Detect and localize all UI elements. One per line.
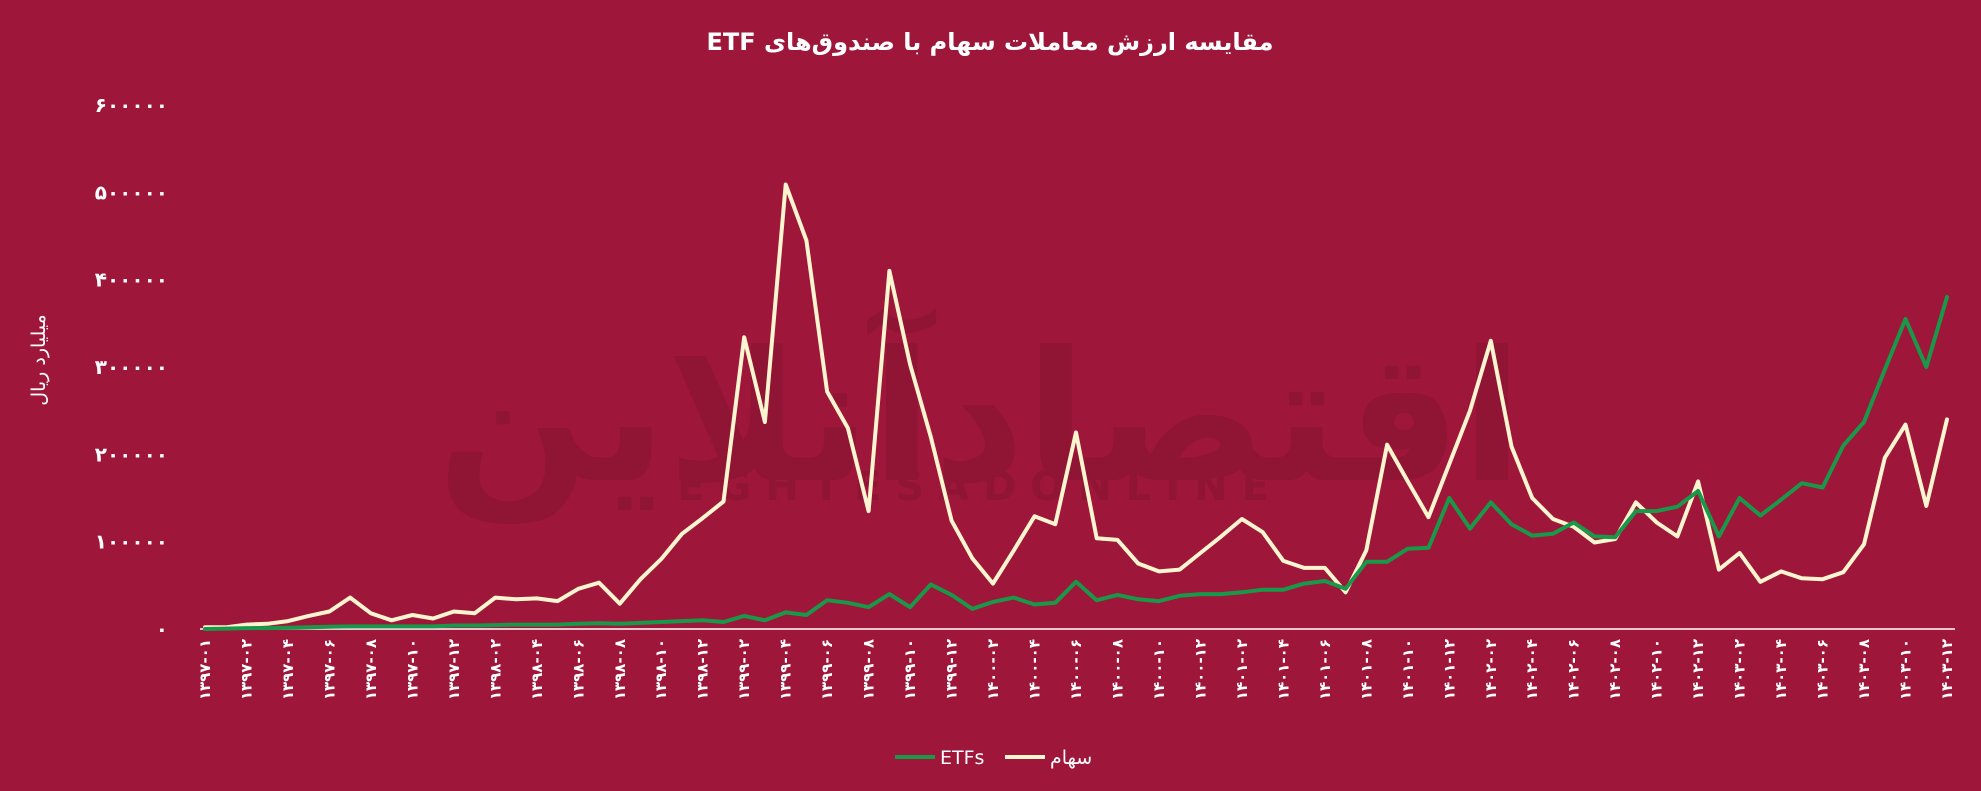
y-tick-label: ۱۰۰۰۰۰ <box>95 530 168 554</box>
y-tick-label: ۴۰۰۰۰۰ <box>95 268 168 292</box>
x-tick-label: ۱۳۹۹-۱۰ <box>901 639 919 700</box>
y-axis-label: میلیارد ریال <box>28 314 50 405</box>
x-tick-label: ۱۴۰۰-۰۲ <box>984 639 1002 700</box>
x-tick-label: ۱۴۰۳-۱۰ <box>1897 639 1915 700</box>
x-tick-label: ۱۴۰۰-۰۸ <box>1108 639 1126 700</box>
x-tick-label: ۱۳۹۷-۱۰ <box>403 639 421 700</box>
chart-title: مقایسه ارزش معاملات سهام با صندوق‌های ET… <box>707 28 1274 56</box>
x-tick-label: ۱۳۹۸-۱۰ <box>652 639 670 700</box>
watermark-logo: اقتصادآنلاین EGHTESADONLINE <box>437 307 1523 524</box>
x-tick-label: ۱۴۰۰-۰۴ <box>1026 639 1044 700</box>
x-tick-label: ۱۴۰۲-۱۰ <box>1648 639 1666 700</box>
x-tick-label: ۱۳۹۷-۰۲ <box>237 639 255 700</box>
x-tick-label: ۱۴۰۱-۰۲ <box>1233 639 1251 700</box>
x-tick-label: ۱۳۹۸-۱۲ <box>694 639 712 700</box>
x-tick-label: ۱۴۰۲-۰۸ <box>1606 639 1624 700</box>
x-tick-label: ۱۳۹۸-۰۸ <box>611 639 629 700</box>
x-tick-label: ۱۴۰۱-۰۸ <box>1357 639 1375 700</box>
x-tick-label: ۱۳۹۸-۰۴ <box>528 639 546 700</box>
y-tick-label: ۰ <box>156 617 168 641</box>
x-tick-label: ۱۳۹۷-۰۴ <box>279 639 297 700</box>
x-tick-label: ۱۳۹۷-۱۲ <box>445 639 463 700</box>
y-tick-labels: ۰ ۱۰۰۰۰۰ ۲۰۰۰۰۰ ۳۰۰۰۰۰ ۴۰۰۰۰۰ ۵۰۰۰۰۰ ۶۰۰۰۰۰ <box>95 93 168 641</box>
x-tick-label: ۱۴۰۱-۰۶ <box>1316 639 1334 700</box>
x-tick-label: ۱۳۹۸-۰۲ <box>486 639 504 700</box>
y-tick-label: ۳۰۰۰۰۰ <box>95 355 168 379</box>
x-tick-label: ۱۳۹۹-۰۶ <box>818 639 836 700</box>
x-tick-label: ۱۳۹۸-۰۶ <box>569 639 587 700</box>
x-tick-label: ۱۳۹۷-۰۸ <box>362 639 380 700</box>
x-tick-label: ۱۳۹۹-۰۲ <box>735 639 753 700</box>
x-tick-label: ۱۴۰۰-۰۶ <box>1067 639 1085 700</box>
series-line-etfs <box>203 295 1949 631</box>
x-tick-label: ۱۳۹۷-۰۶ <box>320 639 338 700</box>
series-line-stocks <box>203 182 1949 630</box>
x-tick-label: ۱۴۰۳-۰۴ <box>1772 639 1790 700</box>
legend: ETFs سهام <box>895 747 1092 769</box>
x-tick-label: ۱۴۰۲-۰۲ <box>1482 639 1500 700</box>
svg-text:EGHTESADONLINE: EGHTESADONLINE <box>677 464 1283 510</box>
x-tick-label: ۱۴۰۳-۰۶ <box>1814 639 1832 700</box>
svg-text:اقتصادآنلاین: اقتصادآنلاین <box>437 307 1523 524</box>
x-tick-label: ۱۴۰۳-۰۸ <box>1855 639 1873 700</box>
x-tick-label: ۱۴۰۰-۱۲ <box>1191 639 1209 700</box>
y-tick-label: ۶۰۰۰۰۰ <box>95 93 168 117</box>
x-tick-label: ۱۴۰۱-۰۴ <box>1274 639 1292 700</box>
x-tick-label: ۱۴۰۰-۱۰ <box>1150 639 1168 700</box>
x-tick-label: ۱۴۰۱-۱۰ <box>1399 639 1417 700</box>
x-tick-label: ۱۴۰۲-۰۶ <box>1565 639 1583 700</box>
x-tick-label: ۱۳۹۹-۱۲ <box>943 639 961 700</box>
legend-label-stocks: سهام <box>1050 747 1092 769</box>
x-tick-label: ۱۳۹۷-۰۱ <box>196 639 214 700</box>
x-tick-label: ۱۳۹۹-۰۸ <box>860 639 878 700</box>
x-tick-label: ۱۴۰۲-۰۴ <box>1523 639 1541 700</box>
y-tick-label: ۵۰۰۰۰۰ <box>95 180 168 204</box>
x-tick-label: ۱۴۰۱-۱۲ <box>1440 639 1458 700</box>
series-lines <box>203 182 1949 631</box>
x-tick-label: ۱۴۰۳-۱۲ <box>1938 639 1956 700</box>
legend-label-etfs: ETFs <box>940 747 984 769</box>
x-tick-label: ۱۳۹۹-۰۴ <box>777 639 795 700</box>
x-tick-label: ۱۴۰۲-۱۲ <box>1689 639 1707 700</box>
x-tick-labels: ۱۳۹۷-۰۱ ۱۳۹۷-۰۲ ۱۳۹۷-۰۴ ۱۳۹۷-۰۶ ۱۳۹۷-۰۸ ۱۳۹۷-… <box>196 639 1956 700</box>
y-tick-label: ۲۰۰۰۰۰ <box>95 442 168 466</box>
x-tick-label: ۱۴۰۳-۰۲ <box>1731 639 1749 700</box>
